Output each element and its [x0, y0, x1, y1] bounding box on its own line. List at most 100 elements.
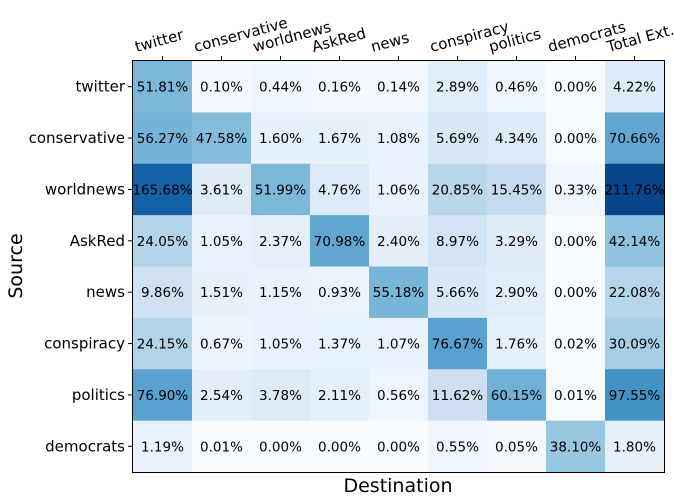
cell-value-label: 1.15% [259, 285, 302, 301]
x-axis-label: Destination [343, 475, 452, 497]
cell-value-label: 0.01% [554, 388, 597, 404]
heatmap-cell [428, 369, 488, 422]
cell-value-label: 211.76% [604, 182, 664, 198]
cell-value-label: 4.76% [318, 182, 361, 198]
cell-value-label: 30.09% [609, 337, 661, 353]
heatmap-cell [428, 112, 488, 165]
heatmap-cell [369, 163, 429, 216]
heatmap-cell [133, 420, 193, 473]
heatmap-cell [605, 317, 665, 370]
cell-value-label: 0.10% [200, 80, 243, 96]
heatmap-cell [487, 215, 547, 268]
heatmap-cell [428, 317, 488, 370]
heatmap-cell [251, 369, 311, 422]
heatmap-cell [605, 420, 665, 473]
heatmap-cell [369, 61, 429, 113]
x-tick-label: news [369, 28, 411, 55]
y-axis-label: Source [5, 233, 27, 298]
heatmap-cell [605, 163, 665, 216]
heatmap-cell [310, 266, 370, 319]
heatmap-cell [133, 112, 193, 165]
heatmap-cell [192, 266, 252, 319]
cell-value-label: 2.90% [495, 285, 538, 301]
heatmap-cell [428, 266, 488, 319]
heatmap-cell [605, 215, 665, 268]
cell-value-label: 0.01% [200, 439, 243, 455]
cell-value-label: 1.05% [259, 337, 302, 353]
cell-value-label: 1.19% [141, 439, 184, 455]
cell-value-label: 8.97% [436, 234, 479, 250]
heatmap-cell [369, 420, 429, 473]
cell-value-label: 76.90% [137, 388, 189, 404]
cell-value-label: 0.56% [377, 388, 420, 404]
cell-value-label: 0.46% [495, 80, 538, 96]
cell-value-label: 0.00% [377, 439, 420, 455]
cell-value-label: 1.08% [377, 131, 420, 147]
cell-value-label: 56.27% [137, 131, 189, 147]
y-tick-label: AskRed [70, 232, 125, 250]
heatmap-cell [369, 266, 429, 319]
cell-value-label: 15.45% [491, 182, 543, 198]
cell-value-label: 38.10% [550, 439, 602, 455]
cell-value-label: 0.00% [259, 439, 302, 455]
cell-value-label: 47.58% [196, 131, 248, 147]
heatmap-cell [487, 163, 547, 216]
heatmap-cell [546, 163, 606, 216]
heatmap-cell [310, 317, 370, 370]
cell-value-label: 42.14% [609, 234, 661, 250]
cell-value-label: 1.37% [318, 337, 361, 353]
heatmap-cell [192, 215, 252, 268]
cell-value-label: 5.69% [436, 131, 479, 147]
cell-value-label: 1.07% [377, 337, 420, 353]
heatmap-cell [251, 420, 311, 473]
cell-value-label: 1.60% [259, 131, 302, 147]
cell-value-label: 0.00% [554, 80, 597, 96]
cell-value-label: 0.00% [554, 234, 597, 250]
cell-value-label: 97.55% [609, 388, 661, 404]
cell-value-label: 2.11% [318, 388, 361, 404]
y-tick-label: politics [72, 386, 125, 404]
heatmap-cell [251, 112, 311, 165]
heatmap-cell [192, 369, 252, 422]
heatmap-cell [605, 61, 665, 113]
cell-value-label: 1.76% [495, 337, 538, 353]
cell-value-label: 11.62% [432, 388, 484, 404]
cell-value-label: 2.40% [377, 234, 420, 250]
heatmap-cell [487, 266, 547, 319]
y-tick-label: democrats [45, 437, 125, 455]
heatmap-cell [310, 420, 370, 473]
cell-value-label: 70.66% [609, 131, 661, 147]
y-tick-label: conspiracy [44, 335, 125, 353]
heatmap-cell [251, 61, 311, 113]
heatmap-cell [251, 317, 311, 370]
cell-value-label: 1.06% [377, 182, 420, 198]
heatmap-cell [605, 369, 665, 422]
cell-value-label: 60.15% [491, 388, 543, 404]
cell-value-label: 0.00% [318, 439, 361, 455]
heatmap-cell [546, 317, 606, 370]
cell-value-label: 2.54% [200, 388, 243, 404]
heatmap-cell [369, 112, 429, 165]
heatmap-cell [428, 215, 488, 268]
heatmap-cell [192, 112, 252, 165]
heatmap-cell [546, 215, 606, 268]
heatmap-cells [133, 61, 665, 473]
heatmap-cell [487, 112, 547, 165]
heatmap-cell [546, 266, 606, 319]
x-tick-label: twitter [133, 25, 186, 55]
cell-value-label: 2.89% [436, 80, 479, 96]
heatmap-cell [192, 61, 252, 113]
heatmap-cell [133, 61, 193, 113]
cell-value-label: 1.80% [613, 439, 656, 455]
heatmap-cell [428, 61, 488, 113]
heatmap-cell [310, 163, 370, 216]
heatmap-cell [487, 61, 547, 113]
cell-value-label: 1.05% [200, 234, 243, 250]
cell-value-label: 0.02% [554, 337, 597, 353]
heatmap-cell [251, 266, 311, 319]
heatmap-cell [546, 61, 606, 113]
heatmap-cell [369, 215, 429, 268]
cell-value-label: 0.93% [318, 285, 361, 301]
cell-value-label: 1.67% [318, 131, 361, 147]
